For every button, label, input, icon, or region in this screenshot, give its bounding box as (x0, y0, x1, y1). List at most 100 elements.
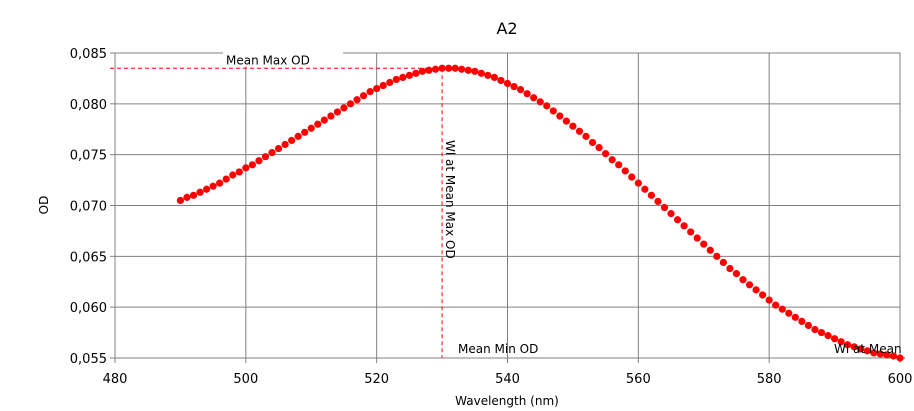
data-point (399, 73, 407, 81)
mean-min-od-label: Mean Min OD (458, 342, 538, 356)
data-point (431, 65, 440, 73)
data-point (484, 71, 492, 79)
data-point (772, 301, 780, 309)
data-point (889, 352, 898, 360)
x-axis-ticks: 480 500 520 540 560 580 600 (103, 358, 913, 387)
y-tick-label: 0,055 (70, 352, 107, 367)
data-point (752, 286, 760, 294)
y-tick-label: 0,065 (70, 250, 107, 265)
chart-title: A2 (496, 19, 517, 38)
data-point (327, 112, 335, 120)
y-axis-ticks: 0,055 0,060 0,065 0,070 0,075 0,080 0,085 (70, 47, 115, 367)
x-tick-label: 540 (495, 372, 520, 387)
data-point (575, 127, 584, 135)
data-point (307, 124, 315, 132)
data-point (274, 144, 283, 153)
data-point (667, 210, 675, 218)
data-point (176, 196, 185, 205)
data-point (700, 240, 708, 248)
data-point (523, 90, 531, 98)
data-point (366, 88, 374, 96)
data-point (556, 112, 564, 120)
data-point (804, 321, 813, 330)
wl-at-mean-max-label: Wl at Mean Max OD (443, 140, 457, 259)
data-point (222, 175, 230, 183)
data-point (549, 107, 557, 115)
data-point (477, 69, 485, 77)
data-point (359, 92, 368, 100)
data-point (373, 84, 381, 93)
wl-at-mean-min-label: Wl at Mean (834, 342, 902, 356)
data-point (811, 325, 819, 334)
data-point (314, 120, 322, 128)
data-point (209, 182, 217, 190)
data-point (530, 94, 538, 102)
x-tick-label: 560 (626, 372, 651, 387)
data-point (288, 136, 296, 145)
y-tick-label: 0,060 (70, 301, 107, 316)
annotations: Mean Max OD Wl at Mean Max OD Mean Min OD W… (223, 52, 902, 356)
data-point (732, 270, 741, 278)
data-point (458, 65, 466, 73)
data-point (248, 161, 256, 169)
data-point (582, 132, 590, 140)
mean-max-od-label: Mean Max OD (226, 53, 310, 67)
data-point (503, 79, 512, 88)
data-point (778, 305, 786, 313)
data-point (595, 143, 603, 152)
data-point (562, 117, 570, 125)
data-point (660, 203, 669, 212)
data-point (405, 71, 413, 79)
y-tick-label: 0,070 (70, 200, 107, 215)
data-point (896, 354, 904, 362)
data-point (438, 64, 446, 72)
data-point (281, 140, 289, 149)
data-point (425, 66, 433, 74)
data-point (202, 185, 211, 193)
data-point (615, 161, 623, 169)
data-point (333, 108, 342, 116)
data-point (497, 76, 505, 85)
data-point (817, 328, 826, 337)
data-point (268, 149, 276, 157)
data-point (255, 157, 263, 165)
y-axis-label: OD (37, 196, 51, 215)
data-point (628, 173, 636, 181)
data-point (235, 168, 243, 176)
data-point (883, 351, 891, 359)
data-point (726, 264, 734, 273)
data-point (418, 67, 427, 75)
data-point (569, 122, 577, 130)
data-point (536, 98, 544, 106)
data-point (412, 69, 420, 77)
y-tick-label: 0,085 (70, 47, 107, 62)
data-point (490, 73, 499, 81)
data-point (876, 350, 884, 358)
data-point (791, 313, 799, 321)
data-point (785, 309, 793, 317)
data-point (189, 191, 198, 199)
x-tick-label: 600 (888, 372, 913, 387)
data-point (693, 234, 701, 242)
data-point (464, 66, 472, 74)
x-tick-label: 520 (364, 372, 389, 387)
data-point (183, 193, 191, 201)
data-point (602, 150, 610, 158)
data-point (242, 164, 250, 172)
data-point (608, 156, 616, 164)
data-point (654, 197, 662, 206)
data-point (261, 153, 270, 161)
data-point (759, 291, 767, 299)
data-point (634, 179, 642, 187)
data-point (340, 104, 348, 112)
data-point (301, 128, 309, 136)
mean-max-od-label-bg (223, 52, 343, 67)
data-point (346, 100, 355, 108)
data-point (680, 222, 688, 230)
data-point (445, 64, 453, 72)
y-tick-label: 0,080 (70, 98, 107, 113)
data-point (471, 67, 479, 75)
data-point (719, 258, 727, 267)
data-point (379, 81, 387, 90)
